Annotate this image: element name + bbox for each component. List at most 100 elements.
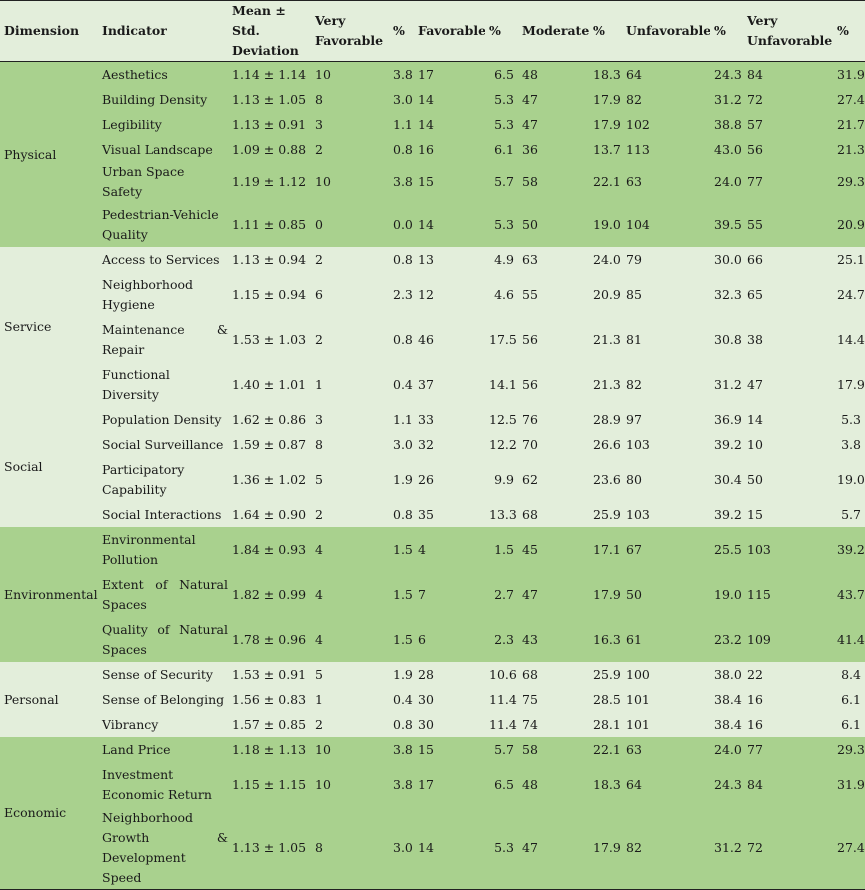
value-cell-vu: 22 — [743, 662, 833, 687]
value-cell-f-pct: 10.6 — [485, 662, 518, 687]
value-cell-f-pct: 5.3 — [485, 112, 518, 137]
value-cell-vu: 115 — [743, 572, 833, 617]
table-row: Neighborhood Growth & Development Speed 1… — [0, 807, 865, 890]
value-cell-vf: 5 — [311, 662, 389, 687]
value-cell-vu-pct: 31.9 — [833, 762, 865, 807]
value-cell-m: 45 — [518, 527, 589, 572]
value-cell-vu: 65 — [743, 272, 833, 317]
value-cell-mean: 1.53 ± 0.91 — [228, 662, 311, 687]
table-row: Pedestrian-Vehicle Quality 1.11 ± 0.85 0 0.… — [0, 202, 865, 247]
value-cell-vu-pct: 3.8 — [833, 432, 865, 457]
indicator-cell: Social Interactions — [98, 502, 228, 527]
table-row: Vibrancy 1.57 ± 0.85 2 0.8 30 11.4 74 28.1 101 38… — [0, 712, 865, 737]
value-cell-mean: 1.18 ± 1.13 — [228, 737, 311, 762]
value-cell-u: 101 — [622, 687, 710, 712]
value-cell-vf: 5 — [311, 457, 389, 502]
value-cell-mean: 1.09 ± 0.88 — [228, 137, 311, 162]
value-cell-u: 113 — [622, 137, 710, 162]
value-cell-u-pct: 38.0 — [710, 662, 743, 687]
table-row: Social Interactions 1.64 ± 0.90 2 0.8 35 13.3… — [0, 502, 865, 527]
indicator-cell: Urban Space Safety — [98, 162, 228, 202]
value-cell-vf: 3 — [311, 407, 389, 432]
header-very-favorable: Very Favorable — [311, 0, 389, 62]
value-cell-f: 28 — [414, 662, 485, 687]
dimension-cell: Social — [0, 407, 98, 527]
value-cell-vf: 8 — [311, 807, 389, 890]
dimension-cell: Personal — [0, 662, 98, 737]
value-cell-m-pct: 19.0 — [589, 202, 622, 247]
value-cell-u: 104 — [622, 202, 710, 247]
value-cell-vu: 55 — [743, 202, 833, 247]
dimension-cell: Economic — [0, 737, 98, 890]
value-cell-mean: 1.56 ± 0.83 — [228, 687, 311, 712]
value-cell-vu-pct: 29.3 — [833, 737, 865, 762]
value-cell-f: 32 — [414, 432, 485, 457]
value-cell-f: 33 — [414, 407, 485, 432]
value-cell-m: 56 — [518, 362, 589, 407]
header-very-unfavorable: Very Unfavorable — [743, 0, 833, 62]
value-cell-vf-pct: 0.8 — [389, 712, 414, 737]
value-cell-f: 6 — [414, 617, 485, 662]
value-cell-m: 68 — [518, 662, 589, 687]
value-cell-m: 63 — [518, 247, 589, 272]
value-cell-f-pct: 13.3 — [485, 502, 518, 527]
table-row: Functional Diversity 1.40 ± 1.01 1 0.4 37 14.… — [0, 362, 865, 407]
value-cell-f-pct: 2.7 — [485, 572, 518, 617]
value-cell-u-pct: 30.4 — [710, 457, 743, 502]
value-cell-vu-pct: 43.7 — [833, 572, 865, 617]
value-cell-u: 97 — [622, 407, 710, 432]
value-cell-vu-pct: 24.7 — [833, 272, 865, 317]
value-cell-m-pct: 21.3 — [589, 362, 622, 407]
value-cell-u-pct: 31.2 — [710, 87, 743, 112]
value-cell-vu-pct: 39.2 — [833, 527, 865, 572]
value-cell-f-pct: 4.6 — [485, 272, 518, 317]
value-cell-m-pct: 21.3 — [589, 317, 622, 362]
value-cell-m-pct: 16.3 — [589, 617, 622, 662]
value-cell-vu: 72 — [743, 87, 833, 112]
value-cell-vu-pct: 25.1 — [833, 247, 865, 272]
value-cell-u-pct: 24.3 — [710, 61, 743, 87]
indicator-cell: Functional Diversity — [98, 362, 228, 407]
indicator-cell: Neighborhood Hygiene — [98, 272, 228, 317]
table-row: Quality of Natural Spaces 1.78 ± 0.96 4 1.5… — [0, 617, 865, 662]
value-cell-vf-pct: 2.3 — [389, 272, 414, 317]
value-cell-vu-pct: 19.0 — [833, 457, 865, 502]
value-cell-u: 85 — [622, 272, 710, 317]
value-cell-m-pct: 22.1 — [589, 737, 622, 762]
value-cell-mean: 1.13 ± 1.05 — [228, 807, 311, 890]
value-cell-f: 7 — [414, 572, 485, 617]
value-cell-mean: 1.57 ± 0.85 — [228, 712, 311, 737]
value-cell-m: 50 — [518, 202, 589, 247]
table-row: Extent of Natural Spaces 1.82 ± 0.99 4 1.5 7… — [0, 572, 865, 617]
value-cell-f-pct: 5.7 — [485, 737, 518, 762]
value-cell-mean: 1.15 ± 1.15 — [228, 762, 311, 807]
value-cell-u: 81 — [622, 317, 710, 362]
value-cell-vu-pct: 5.3 — [833, 407, 865, 432]
value-cell-vf: 10 — [311, 737, 389, 762]
table-row: Neighborhood Hygiene 1.15 ± 0.94 6 2.3 12 4.6… — [0, 272, 865, 317]
value-cell-f: 12 — [414, 272, 485, 317]
table-body: Physical Aesthetics 1.14 ± 1.14 10 3.8 17 6.5 4… — [0, 61, 865, 890]
table-row: Maintenance & Repair 1.53 ± 1.03 2 0.8 46 17.… — [0, 317, 865, 362]
value-cell-f: 17 — [414, 762, 485, 807]
value-cell-u-pct: 39.2 — [710, 432, 743, 457]
value-cell-vu: 56 — [743, 137, 833, 162]
value-cell-vu: 10 — [743, 432, 833, 457]
table-row: Visual Landscape 1.09 ± 0.88 2 0.8 16 6.1 36 13… — [0, 137, 865, 162]
value-cell-f-pct: 12.5 — [485, 407, 518, 432]
value-cell-u: 80 — [622, 457, 710, 502]
value-cell-m: 47 — [518, 572, 589, 617]
value-cell-vu: 77 — [743, 162, 833, 202]
indicator-cell: Sense of Belonging — [98, 687, 228, 712]
value-cell-vf: 6 — [311, 272, 389, 317]
value-cell-vu: 16 — [743, 712, 833, 737]
value-cell-vf-pct: 1.1 — [389, 112, 414, 137]
value-cell-m: 47 — [518, 807, 589, 890]
value-cell-m-pct: 13.7 — [589, 137, 622, 162]
value-cell-u-pct: 24.3 — [710, 762, 743, 807]
value-cell-f: 16 — [414, 137, 485, 162]
value-cell-m: 48 — [518, 61, 589, 87]
table-row: Service Access to Services 1.13 ± 0.94 2 0.8… — [0, 247, 865, 407]
value-cell-u: 82 — [622, 87, 710, 112]
header-pct: % — [833, 0, 865, 62]
